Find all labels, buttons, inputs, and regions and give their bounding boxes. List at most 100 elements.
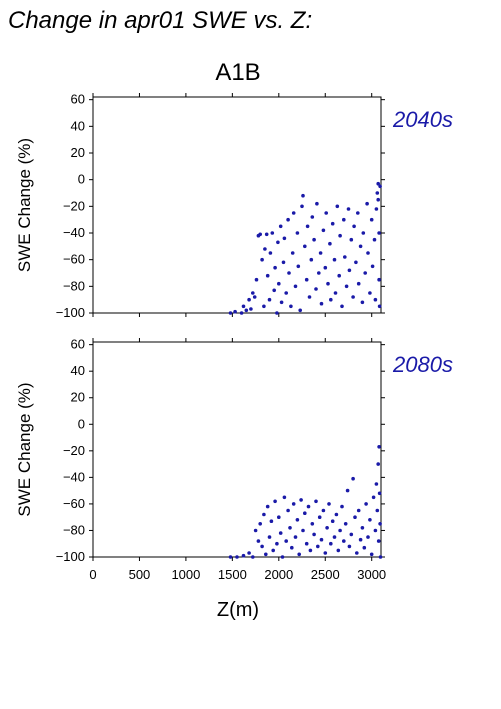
- scatter-point: [279, 300, 284, 305]
- scatter-point: [284, 539, 289, 543]
- scatter-point: [376, 462, 381, 466]
- scatter-point: [376, 539, 381, 543]
- scatter-point: [264, 552, 268, 557]
- scatter-point: [265, 273, 270, 278]
- scatter-point: [370, 264, 375, 269]
- scatter-point: [317, 515, 322, 519]
- scatter-point: [335, 204, 340, 209]
- scatter-point: [290, 545, 294, 550]
- scatter-point: [308, 548, 313, 553]
- scatter-point: [342, 539, 346, 543]
- scatter-point: [228, 311, 233, 315]
- scatter-point: [307, 295, 312, 299]
- scatter-point: [326, 281, 330, 286]
- scatter-point: [351, 295, 355, 299]
- scatter-point: [340, 304, 344, 309]
- scatter-point: [373, 528, 378, 533]
- scatter-point: [277, 281, 281, 286]
- scatter-point: [239, 311, 244, 315]
- scatter-point: [241, 553, 246, 558]
- scatter-point: [262, 512, 266, 517]
- scatter-points: [228, 445, 383, 559]
- y-tick-label: −80: [63, 522, 85, 537]
- scatter-point: [286, 508, 290, 513]
- scatter-point: [299, 498, 303, 502]
- y-tick-label: 40: [71, 118, 85, 133]
- scatter-point: [362, 545, 367, 550]
- scatter-point: [328, 241, 332, 246]
- scatter-point: [258, 232, 263, 237]
- scatter-point: [271, 548, 276, 553]
- scatter-point: [377, 491, 382, 496]
- y-tick-label: −100: [56, 549, 85, 564]
- scatter-point: [366, 535, 370, 539]
- scatter-point: [235, 555, 239, 559]
- scatter-point: [287, 271, 291, 275]
- scatter-point: [347, 544, 352, 549]
- scatter-point: [251, 555, 255, 559]
- scatter-point: [349, 237, 354, 242]
- scatter-point: [312, 237, 316, 242]
- scatter-point: [323, 265, 328, 270]
- scatter-point: [349, 532, 354, 537]
- x-tick-label: 2000: [264, 567, 293, 582]
- scatter-point: [306, 504, 311, 509]
- y-tick-label: −40: [63, 469, 85, 484]
- scatter-point: [378, 184, 382, 189]
- scatter-points: [228, 181, 382, 315]
- scatter-point: [282, 495, 287, 500]
- y-tick-label: −40: [63, 225, 85, 240]
- scatter-point: [305, 224, 310, 229]
- y-tick-label: −60: [63, 496, 85, 511]
- scatter-point: [277, 515, 281, 519]
- scatter-point: [269, 519, 274, 523]
- y-tick-label: 20: [71, 145, 85, 160]
- scatter-point: [241, 304, 246, 309]
- scatter-point: [310, 522, 315, 526]
- scatter-point: [353, 515, 357, 519]
- scatter-point: [375, 191, 380, 195]
- scatter-point: [354, 260, 358, 265]
- scatter-point: [258, 522, 263, 526]
- panel-2080s: −100 −80 −60 −40 −20 0 20 40 60 0 500 1000 1500 2000 2…: [15, 337, 453, 582]
- scatter-point: [293, 284, 298, 289]
- scatter-point: [365, 201, 369, 206]
- scatter-point: [323, 551, 328, 555]
- scatter-point: [345, 488, 350, 493]
- scatter-point: [249, 307, 253, 311]
- scatter-point: [300, 204, 304, 209]
- scatter-point: [254, 277, 259, 282]
- scatter-point: [247, 551, 251, 555]
- scatter-point: [316, 544, 320, 549]
- scatter-point: [291, 211, 296, 215]
- scatter-point: [361, 231, 366, 235]
- scatter-point: [352, 224, 356, 229]
- y-tick-label: 60: [71, 337, 85, 352]
- scatter-point: [256, 539, 261, 543]
- scatter-point: [233, 309, 237, 314]
- scatter-point: [301, 528, 305, 533]
- scatter-point: [247, 297, 251, 302]
- scatter-point: [303, 511, 307, 515]
- scatter-point: [347, 268, 352, 273]
- scatter-point: [358, 244, 363, 249]
- y-tick-label: −60: [63, 252, 85, 267]
- scatter-point: [360, 526, 365, 530]
- scatter-point: [332, 257, 337, 262]
- scatter-point: [330, 221, 335, 226]
- y-tick-label: −80: [63, 278, 85, 293]
- scatter-point: [330, 519, 335, 523]
- plot-frame: [92, 96, 382, 314]
- scatter-point: [314, 287, 318, 291]
- scatter-point: [304, 277, 309, 282]
- scatter-point: [251, 291, 255, 295]
- scatter-point: [356, 508, 361, 513]
- scatter-point: [293, 535, 298, 539]
- scatter-point: [368, 518, 372, 522]
- scatter-point: [343, 255, 347, 259]
- scatter-point: [262, 304, 266, 309]
- scatter-point: [355, 551, 359, 555]
- scatter-point: [301, 193, 305, 198]
- scatter-point: [376, 197, 381, 202]
